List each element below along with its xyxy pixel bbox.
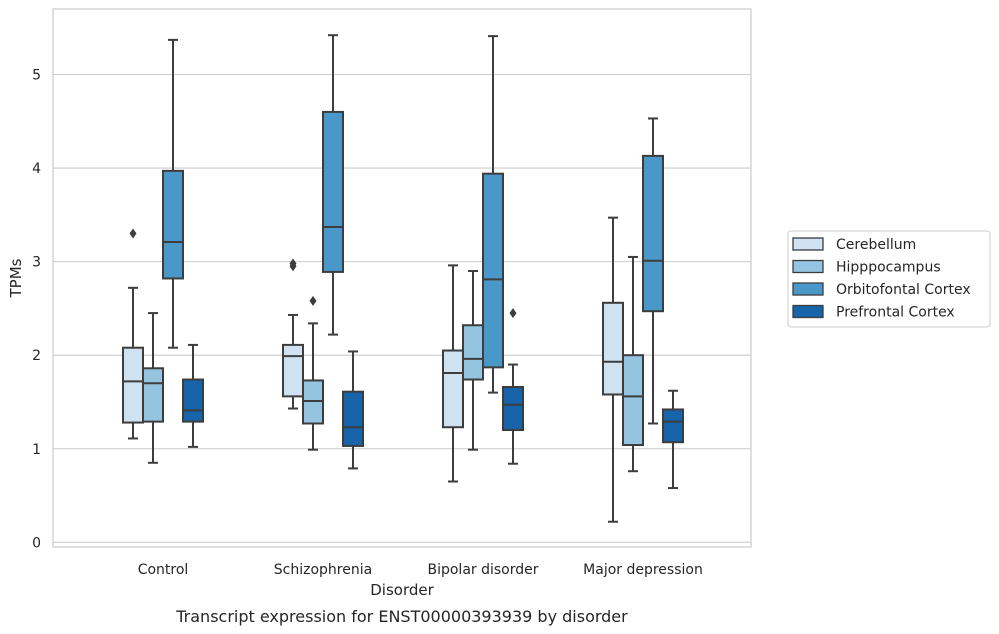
y-tick-label: 4 xyxy=(32,161,41,177)
box-orbitofontal-cortex-1 xyxy=(322,34,344,336)
box-orbitofontal-cortex-2 xyxy=(482,35,504,394)
plot-frame xyxy=(52,8,752,548)
box-prefrontal-cortex-1 xyxy=(342,350,364,470)
iqr-box xyxy=(122,346,144,424)
legend-entry: Cerebellum xyxy=(836,237,916,253)
x-tick-label: Bipolar disorder xyxy=(427,562,538,578)
y-tick-label: 1 xyxy=(32,442,41,458)
box-prefrontal-cortex-3 xyxy=(662,389,684,490)
legend-entry: Hipppocampus xyxy=(836,260,941,276)
legend-swatch xyxy=(792,304,824,319)
iqr-box xyxy=(342,390,364,447)
legend-swatch xyxy=(792,282,824,296)
outlier-point xyxy=(289,258,297,269)
y-ticks: 0 1 2 3 4 5 xyxy=(32,67,41,551)
x-ticks: Control Schizophrenia Bipolar disorder Majo… xyxy=(138,562,703,578)
box-hipppocampus-0 xyxy=(142,312,164,464)
x-tick-label: Schizophrenia xyxy=(274,562,372,578)
x-axis-label: Disorder xyxy=(370,581,434,599)
legend-frame xyxy=(787,230,991,328)
box-hipppocampus-3 xyxy=(622,255,644,473)
iqr-box xyxy=(442,349,464,429)
outlier-point xyxy=(309,295,317,306)
iqr-box xyxy=(282,343,304,398)
y-tick-label: 3 xyxy=(32,255,41,271)
box-orbitofontal-cortex-0 xyxy=(162,38,184,349)
legend-entry: Prefrontal Cortex xyxy=(836,305,955,321)
box-cerebellum-0 xyxy=(122,228,144,440)
y-axis-label: TPMs xyxy=(7,258,25,298)
iqr-box xyxy=(162,169,184,280)
iqr-box xyxy=(502,386,524,432)
x-tick-label: Control xyxy=(138,562,189,578)
iqr-box xyxy=(662,408,684,444)
iqr-box xyxy=(182,378,204,423)
box-cerebellum-2 xyxy=(442,264,464,483)
legend-entry: Orbitofontal Cortex xyxy=(836,282,971,298)
box-prefrontal-cortex-0 xyxy=(182,343,204,448)
iqr-box xyxy=(482,172,504,369)
boxes-layer xyxy=(122,34,684,523)
iqr-box xyxy=(142,367,164,423)
chart-caption: Transcript expression for ENST0000039393… xyxy=(175,607,628,626)
y-tick-label: 5 xyxy=(32,67,41,83)
y-tick-label: 0 xyxy=(32,535,41,551)
iqr-box xyxy=(322,110,344,273)
outlier-point xyxy=(129,228,137,239)
box-cerebellum-1 xyxy=(282,258,304,410)
legend: Cerebellum Hipppocampus Orbitofontal Corte… xyxy=(787,230,991,328)
box-hipppocampus-1 xyxy=(302,295,324,451)
x-tick-label: Major depression xyxy=(583,562,703,578)
legend-swatch xyxy=(792,259,824,274)
iqr-box xyxy=(462,324,484,381)
legend-swatch xyxy=(792,237,824,251)
iqr-box xyxy=(602,301,624,396)
box-cerebellum-3 xyxy=(602,216,624,523)
y-tick-label: 2 xyxy=(32,348,41,364)
iqr-box xyxy=(642,154,664,313)
iqr-box xyxy=(622,354,644,447)
box-orbitofontal-cortex-3 xyxy=(642,117,664,425)
box-hipppocampus-2 xyxy=(462,269,484,451)
outlier-point xyxy=(509,308,517,319)
box-prefrontal-cortex-2 xyxy=(502,308,524,465)
